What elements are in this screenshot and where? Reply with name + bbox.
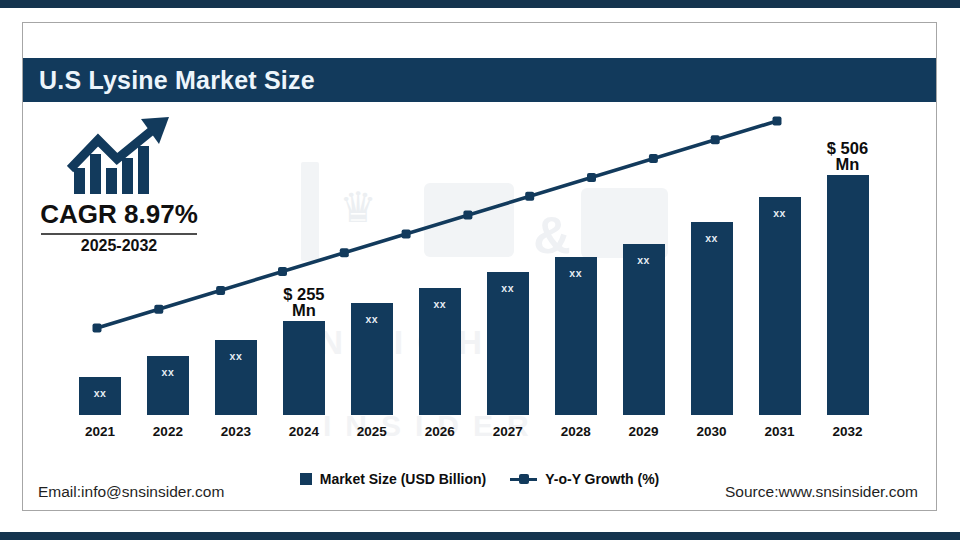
trendline-marker <box>711 135 720 144</box>
trendline-marker <box>587 173 596 182</box>
contact-email-text: Email:info@snsinsider.com <box>38 483 224 501</box>
legend-item-yoy-growth: Y-o-Y Growth (%) <box>510 471 659 487</box>
trendline-marker <box>649 154 658 163</box>
line-series-swatch-icon <box>510 473 537 485</box>
trendline-marker <box>402 229 411 238</box>
trendline-marker <box>525 192 534 201</box>
source-text: Source:www.snsinsider.com <box>725 483 918 501</box>
bottom-accent-strip <box>0 532 960 540</box>
content-frame: ♛ & INSIGHT INSIDER U.S Lysine Market Si… <box>22 22 937 511</box>
trendline-marker <box>216 286 225 295</box>
chart-area: xx2021xx2022xx2023$ 255Mn2024xx2025xx202… <box>23 23 936 510</box>
trendline-marker <box>278 267 287 276</box>
infographic-canvas: ♛ & INSIGHT INSIDER U.S Lysine Market Si… <box>0 0 960 540</box>
trendline-marker <box>463 211 472 220</box>
trendline-marker <box>340 248 349 257</box>
legend-label: Y-o-Y Growth (%) <box>545 471 659 487</box>
trendline-marker <box>93 324 102 333</box>
trendline-marker <box>773 117 782 126</box>
bar-series-swatch-icon <box>300 473 312 485</box>
top-accent-strip <box>0 0 960 8</box>
trendline-marker <box>154 305 163 314</box>
legend-label: Market Size (USD Billion) <box>320 471 486 487</box>
yoy-growth-trendline <box>23 23 938 512</box>
legend-item-market-size: Market Size (USD Billion) <box>300 471 486 487</box>
